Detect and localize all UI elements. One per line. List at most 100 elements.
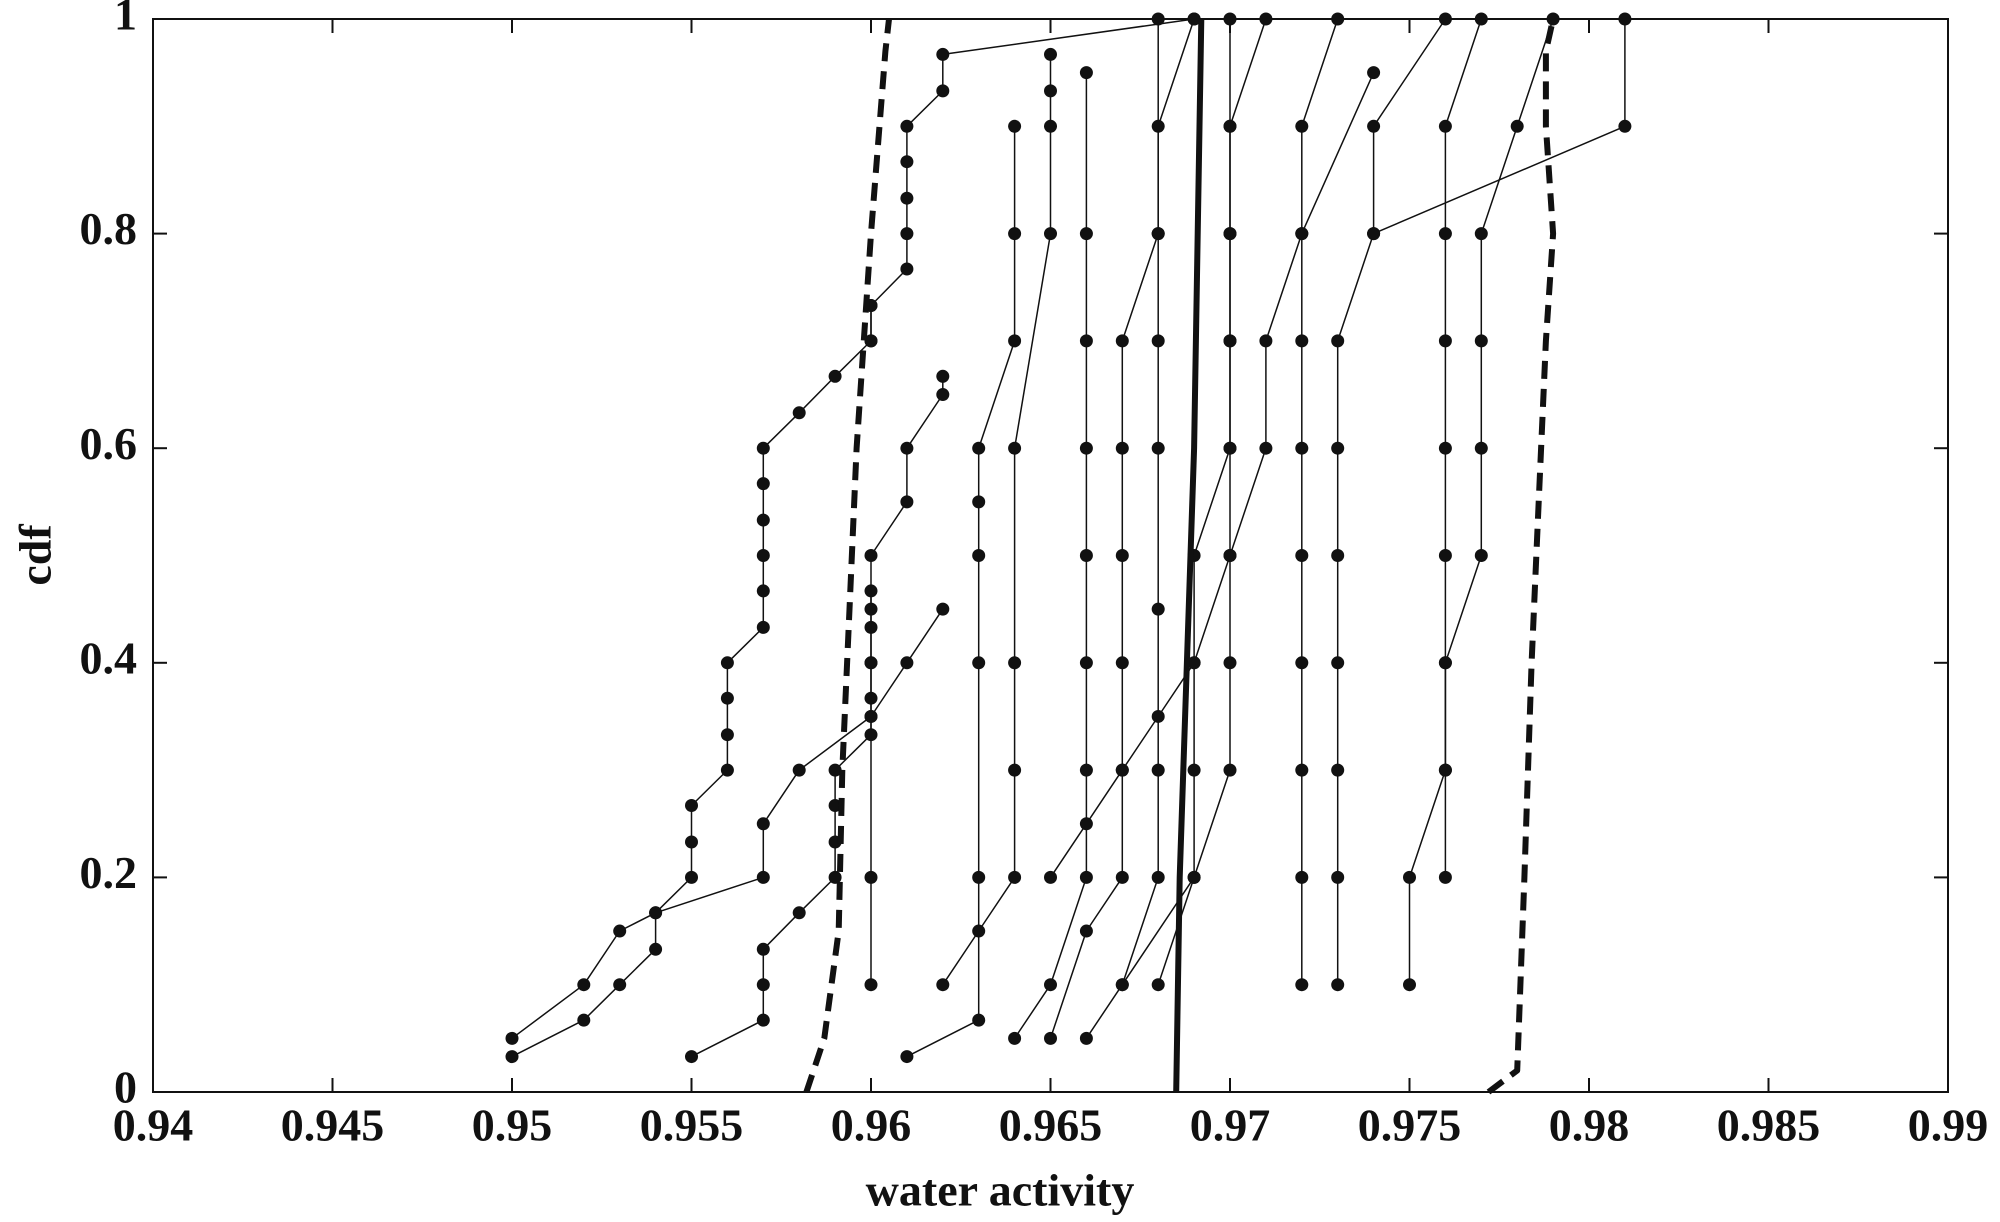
cdf-point — [1187, 870, 1201, 884]
cdf-point — [613, 978, 627, 992]
y-tick-label: 0.4 — [80, 632, 138, 683]
cdf-point — [1295, 441, 1309, 455]
cdf-point — [864, 978, 878, 992]
cdf-point — [1079, 441, 1093, 455]
cdf-point — [972, 495, 986, 509]
cdf-point — [1438, 227, 1452, 241]
cdf-point — [1008, 763, 1022, 777]
cdf-point — [1295, 119, 1309, 133]
cdf-point — [972, 549, 986, 562]
cdf-point — [1474, 549, 1488, 562]
cdf-point — [613, 924, 627, 938]
cdf-point — [756, 978, 770, 992]
cdf-point — [936, 84, 950, 98]
cdf-point — [756, 441, 770, 455]
cdf-point — [756, 584, 770, 598]
cdf-point — [649, 942, 663, 956]
x-axis-label: water activity — [866, 1165, 1135, 1216]
cdf-point — [1115, 763, 1129, 777]
cdf-point — [577, 978, 591, 992]
cdf-point — [1223, 441, 1237, 455]
cdf-point — [756, 549, 770, 562]
cdf-point — [1008, 441, 1022, 455]
cdf-point — [1295, 227, 1309, 241]
cdf-line — [1336, 18, 1447, 985]
x-tick-label: 0.975 — [1358, 1100, 1462, 1151]
cdf-point — [900, 656, 914, 670]
cdf-point — [900, 495, 914, 509]
cdf-point — [1115, 978, 1129, 992]
cdf-point — [900, 1050, 914, 1064]
cdf-point — [1151, 334, 1165, 348]
cdf-point — [1079, 817, 1093, 831]
cdf-point — [1331, 334, 1345, 348]
cdf-point — [828, 369, 842, 383]
cdf-point — [900, 119, 914, 133]
cdf-line — [1049, 19, 1159, 1039]
cdf-point — [1474, 227, 1488, 241]
cdf-point — [864, 602, 878, 616]
cdf-point — [900, 441, 914, 455]
cdf-point — [1438, 441, 1452, 455]
cdf-point — [1187, 763, 1201, 777]
cdf-line — [870, 376, 944, 985]
x-tick-label: 0.94 — [113, 1100, 194, 1151]
cdf-point — [1115, 549, 1129, 562]
cdf-point — [756, 477, 770, 491]
cdf-point — [505, 1031, 519, 1045]
cdf-point — [720, 656, 734, 670]
cdf-point — [720, 691, 734, 705]
cdf-point — [1295, 656, 1309, 670]
x-tick-label: 0.97 — [1190, 1100, 1271, 1151]
cdf-point — [936, 388, 950, 402]
y-tick-label: 0.2 — [80, 847, 138, 898]
cdf-point — [1295, 549, 1309, 562]
cdf-point — [900, 262, 914, 276]
cdf-point — [900, 155, 914, 169]
cdf-point — [1044, 47, 1057, 61]
cdf-point — [1295, 334, 1309, 348]
cdf-point — [1438, 119, 1452, 133]
cdf-line — [1013, 72, 1088, 1039]
x-tick-label: 0.98 — [1549, 1100, 1630, 1151]
cdf-point — [1151, 441, 1165, 455]
cdf-point — [756, 870, 770, 884]
y-tick-label: 0.6 — [80, 418, 138, 469]
cdf-point — [505, 1050, 519, 1064]
cdf-line — [1173, 18, 1205, 1093]
cdf-point — [685, 1050, 698, 1064]
cdf-line — [870, 18, 1195, 341]
cdf-point — [792, 406, 806, 420]
cdf-point — [756, 817, 770, 831]
cdf-point — [1044, 227, 1057, 241]
cdf-point — [649, 906, 663, 920]
cdf-point — [1331, 763, 1345, 777]
cdf-point — [936, 602, 950, 616]
cdf-point — [900, 191, 914, 205]
cdf-point — [1079, 227, 1093, 241]
cdf-point — [972, 656, 986, 670]
cdf-point — [685, 835, 698, 849]
cdf-point — [1079, 870, 1093, 884]
cdf-point — [1367, 227, 1381, 241]
y-tick-label: 0 — [114, 1062, 137, 1113]
cdf-point — [720, 728, 734, 742]
cdf-point — [1331, 441, 1345, 455]
cdf-point — [1367, 66, 1381, 80]
cdf-point — [828, 870, 842, 884]
cdf-point — [1044, 978, 1057, 992]
cdf-point — [1438, 656, 1452, 670]
cdf-point — [1044, 84, 1057, 98]
cdf-point — [1295, 978, 1309, 992]
cdf-point — [828, 799, 842, 813]
cdf-point — [1331, 656, 1345, 670]
cdf-line — [1408, 18, 1483, 985]
x-tick-label: 0.95 — [472, 1100, 553, 1151]
cdf-point — [756, 942, 770, 956]
cdf-point — [864, 334, 878, 348]
cdf-line — [511, 608, 944, 1039]
cdf-line — [511, 305, 872, 1058]
cdf-point — [1079, 656, 1093, 670]
cdf-point — [1008, 656, 1022, 670]
